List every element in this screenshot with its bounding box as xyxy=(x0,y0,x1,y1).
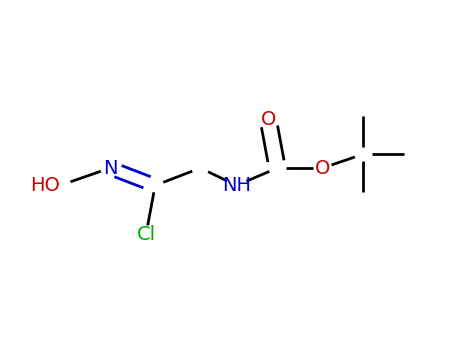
Text: O: O xyxy=(261,110,276,129)
Text: O: O xyxy=(315,159,330,177)
Text: Cl: Cl xyxy=(136,225,156,244)
Text: HO: HO xyxy=(30,176,60,195)
Text: NH: NH xyxy=(222,176,251,195)
Text: N: N xyxy=(103,159,117,177)
